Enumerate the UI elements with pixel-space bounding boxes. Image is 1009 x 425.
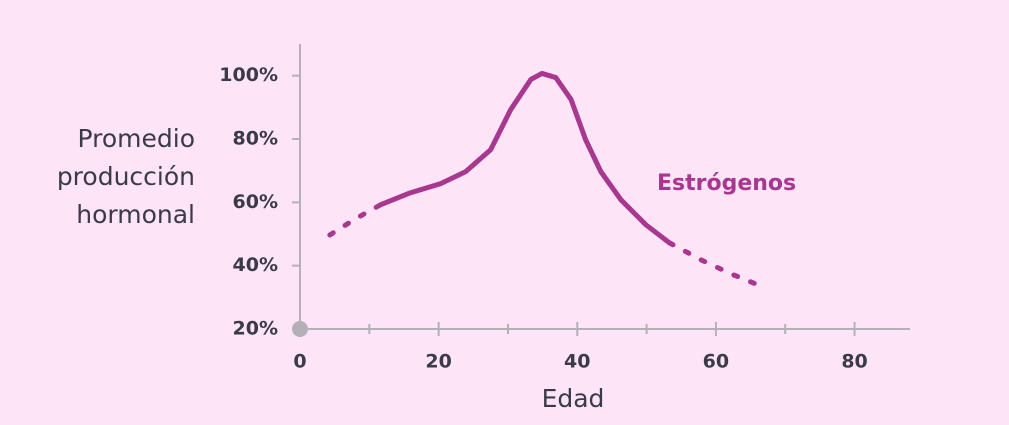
x-tick-label: 0	[293, 351, 306, 373]
origin-dot	[292, 321, 308, 337]
y-tick-label: 60%	[233, 191, 278, 213]
x-tick-label: 20	[425, 351, 451, 373]
line-solid	[377, 70, 672, 246]
line-dotted	[327, 202, 383, 238]
y-tick-label: 20%	[233, 318, 278, 340]
y-tick-label: 100%	[219, 64, 278, 86]
y-axis-label: Promedio	[77, 124, 195, 153]
y-axis-label: hormonal	[76, 200, 195, 229]
x-tick-label: 60	[703, 351, 729, 373]
y-tick-label: 80%	[233, 128, 278, 150]
series-label: Estrógenos	[657, 171, 796, 196]
x-axis-label: Edad	[542, 384, 605, 413]
y-axis-label: producción	[57, 162, 195, 191]
x-tick-label: 40	[564, 351, 590, 373]
x-tick-label: 80	[841, 351, 867, 373]
y-tick-label: 40%	[233, 254, 278, 276]
line-dotted	[666, 240, 759, 287]
